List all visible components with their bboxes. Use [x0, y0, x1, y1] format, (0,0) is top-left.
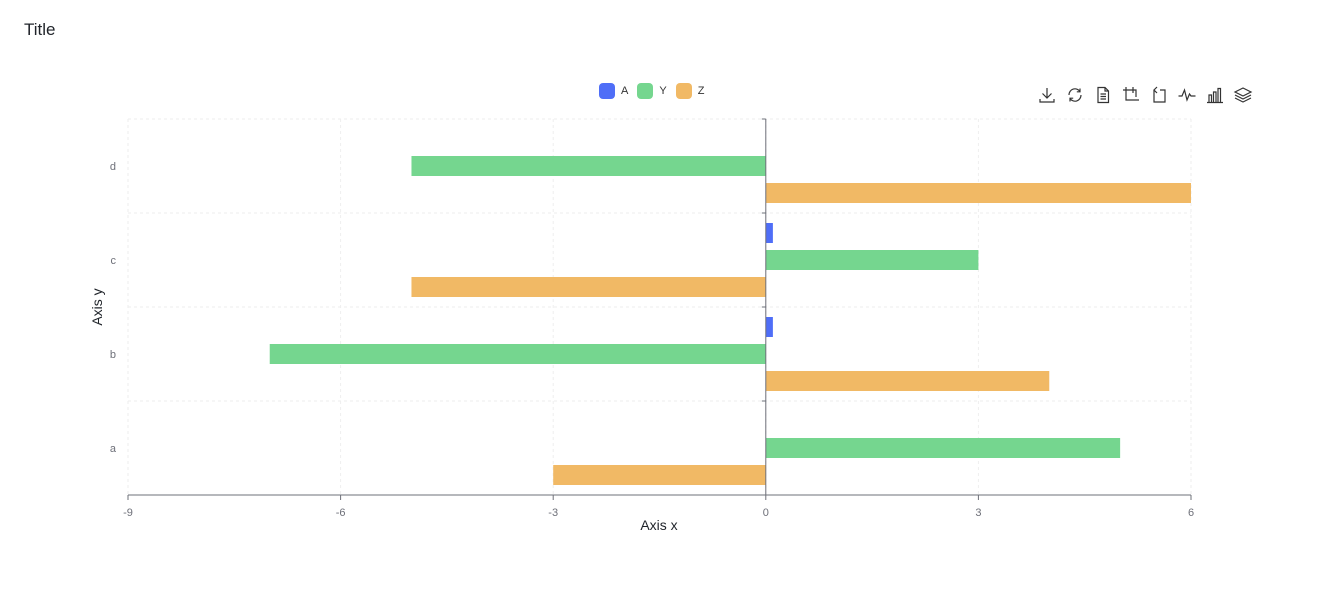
x-tick-label-4: 3 [975, 507, 981, 519]
data-view-icon[interactable] [1092, 84, 1114, 106]
line-chart-icon[interactable] [1176, 84, 1198, 106]
legend-swatch-z [675, 83, 692, 99]
y-tick-label-c: c [111, 255, 117, 267]
bar-z-c [411, 277, 766, 297]
toolbox [1036, 84, 1254, 106]
legend-item-a[interactable]: A [599, 83, 628, 99]
y-axis-title: Axis y [89, 288, 105, 325]
bar-y-b [269, 344, 766, 364]
x-tick-label-1: -6 [336, 507, 346, 519]
legend-label-y: Y [659, 85, 667, 97]
bar-y-a [765, 438, 1121, 458]
bar-y-c [765, 250, 979, 270]
legend-label-z: Z [697, 85, 705, 97]
bar-z-b [765, 371, 1050, 391]
y-tick-label-d: d [110, 161, 116, 173]
chart-title: Title [24, 20, 56, 39]
legend-item-y[interactable]: Y [637, 83, 667, 99]
legend-swatch-y [637, 83, 654, 99]
bar-chart-icon[interactable] [1204, 84, 1226, 106]
bar-z-a [553, 465, 766, 485]
x-tick-label-0: -9 [123, 507, 133, 519]
y-tick-label-b: b [110, 349, 116, 361]
zoom-reset-icon[interactable] [1148, 84, 1170, 106]
stack-icon[interactable] [1232, 84, 1254, 106]
legend-label-a: A [621, 85, 629, 97]
legend-item-z[interactable]: Z [675, 83, 705, 99]
legend: A Y Z [599, 83, 704, 99]
y-tick-label-a: a [110, 443, 117, 455]
x-axis-title: Axis x [640, 517, 677, 533]
zoom-icon[interactable] [1120, 84, 1142, 106]
bar-a-b [765, 317, 773, 337]
download-icon[interactable] [1036, 84, 1058, 106]
bar-z-d [765, 183, 1191, 203]
bar-a-c [765, 223, 773, 243]
x-tick-label-5: 6 [1188, 507, 1194, 519]
x-tick-label-2: -3 [548, 507, 558, 519]
x-tick-label-3: 0 [763, 507, 769, 519]
refresh-icon[interactable] [1064, 84, 1086, 106]
legend-swatch-a [599, 83, 615, 99]
bar-y-d [411, 156, 766, 176]
